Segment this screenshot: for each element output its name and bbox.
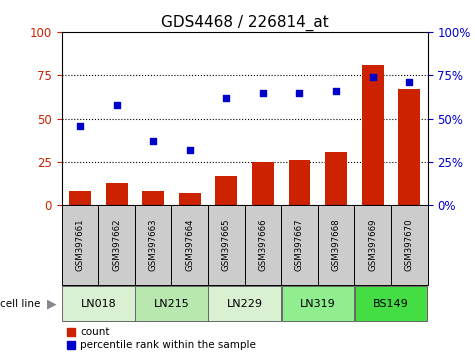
Point (405, 79, 413, 85)
Bar (171, 205, 208, 285)
Bar (215, 176, 238, 205)
Bar (288, 160, 311, 205)
Bar (98, 205, 135, 285)
Bar (135, 205, 171, 285)
Bar (252, 162, 274, 205)
Point (222, 95, 230, 101)
Text: LN229: LN229 (227, 298, 263, 309)
Bar (354, 205, 391, 285)
Bar (361, 65, 384, 205)
Bar (318, 205, 354, 285)
Point (332, 88, 340, 94)
Text: BS149: BS149 (373, 298, 409, 309)
Text: GSM397664: GSM397664 (185, 219, 194, 272)
Bar (208, 205, 245, 285)
Title: GDS4468 / 226814_at: GDS4468 / 226814_at (161, 14, 329, 30)
Text: GSM397670: GSM397670 (405, 219, 414, 272)
Text: GSM397667: GSM397667 (295, 219, 304, 272)
Bar (245, 205, 281, 285)
Text: GSM397669: GSM397669 (368, 219, 377, 272)
Bar (179, 193, 201, 205)
Point (295, 90, 304, 96)
Bar (62, 205, 98, 285)
Point (149, 138, 157, 144)
Bar (325, 152, 347, 205)
Bar (209, 286, 281, 321)
Text: GSM397668: GSM397668 (332, 219, 341, 272)
Bar (398, 89, 420, 205)
Text: GSM397666: GSM397666 (258, 219, 267, 272)
Bar (282, 286, 354, 321)
Bar (69, 192, 91, 205)
Point (186, 147, 194, 153)
Text: LN215: LN215 (153, 298, 190, 309)
Point (76, 123, 84, 129)
Text: GSM397663: GSM397663 (149, 219, 158, 272)
Text: ▶: ▶ (47, 297, 56, 310)
Bar (62, 286, 134, 321)
Text: GSM397662: GSM397662 (112, 219, 121, 272)
Bar (105, 183, 128, 205)
Text: LN319: LN319 (300, 298, 336, 309)
Bar (135, 286, 208, 321)
Text: GSM397665: GSM397665 (222, 219, 231, 272)
Bar (355, 286, 427, 321)
Text: GSM397661: GSM397661 (76, 219, 85, 272)
Text: LN018: LN018 (80, 298, 116, 309)
Bar (391, 205, 428, 285)
Point (259, 90, 267, 96)
Bar (281, 205, 318, 285)
Bar (142, 192, 164, 205)
Legend: count, percentile rank within the sample: count, percentile rank within the sample (67, 327, 256, 350)
Point (369, 74, 377, 80)
Point (113, 102, 121, 108)
Text: cell line: cell line (0, 298, 41, 309)
